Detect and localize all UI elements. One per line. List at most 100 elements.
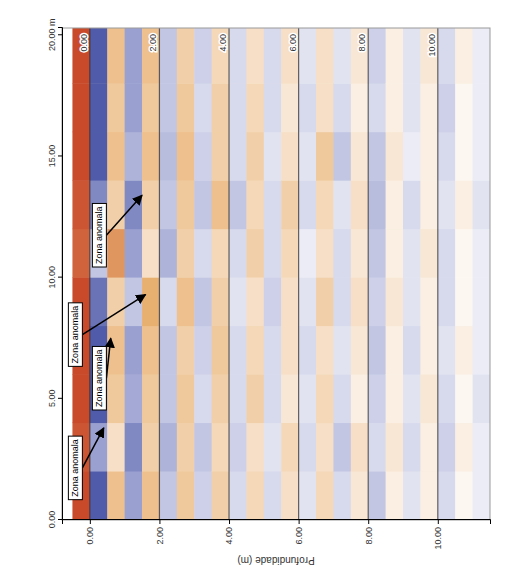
- annotation: Zona anomala: [92, 195, 142, 267]
- tick-mark: [58, 277, 62, 278]
- cell: [107, 277, 125, 326]
- cell: [107, 180, 125, 229]
- tick: 10.00: [433, 520, 443, 550]
- tick-mark: [229, 520, 230, 524]
- cell: [368, 28, 386, 84]
- cell: [333, 471, 351, 520]
- cell: [194, 83, 212, 132]
- cell: [438, 471, 456, 520]
- cell: [125, 374, 143, 423]
- cell: [281, 229, 299, 278]
- tick-label: 8.00: [364, 527, 374, 545]
- cell: [316, 326, 334, 375]
- cell: [212, 83, 230, 132]
- tick-label: 5.00: [47, 390, 57, 408]
- cell: [473, 180, 490, 229]
- cell: [351, 471, 369, 520]
- cell: [212, 132, 230, 181]
- grid-line: [368, 28, 369, 520]
- cell: [333, 180, 351, 229]
- cell: [455, 180, 473, 229]
- cell: [264, 423, 282, 472]
- tick-label: 10.00: [427, 34, 437, 57]
- tick-mark: [58, 398, 62, 399]
- cell: [264, 229, 282, 278]
- cell: [420, 423, 438, 472]
- cell: [177, 229, 195, 278]
- cell: [473, 229, 490, 278]
- cell: [455, 374, 473, 423]
- tick: 8.00: [364, 520, 374, 545]
- cell: [194, 180, 212, 229]
- cell: [316, 28, 334, 84]
- cell: [229, 28, 247, 84]
- tick-mark: [58, 34, 62, 35]
- cell: [281, 132, 299, 181]
- cell: [351, 277, 369, 326]
- cell: [90, 423, 108, 472]
- cell: [455, 229, 473, 278]
- cell: [264, 180, 282, 229]
- cell: [90, 471, 108, 520]
- annotation-box: [68, 436, 82, 500]
- cell: [159, 83, 177, 132]
- cell: [351, 326, 369, 375]
- cell: [246, 374, 264, 423]
- cell: [229, 180, 247, 229]
- cell: [177, 28, 195, 84]
- tick-label: 6.00: [288, 34, 298, 52]
- cell: [72, 132, 90, 181]
- cell: [212, 374, 230, 423]
- cell: [177, 423, 195, 472]
- annotation: Zona anomala: [68, 428, 103, 500]
- cell: [351, 374, 369, 423]
- rotated-frame: 0.005.0010.0015.0020.00 m0.002.004.006.0…: [47, 19, 491, 567]
- cell: [438, 423, 456, 472]
- tick-label: 0.00: [79, 34, 89, 52]
- cell: [386, 229, 404, 278]
- annotation-label: Zona anomala: [70, 439, 80, 497]
- cell: [403, 374, 421, 423]
- cell: [386, 374, 404, 423]
- annotation-box: [92, 203, 106, 267]
- cell: [299, 229, 317, 278]
- cell: [107, 28, 125, 84]
- tick-mark: [58, 519, 62, 520]
- tick-mark: [159, 520, 160, 524]
- cell: [194, 28, 212, 84]
- cell: [403, 326, 421, 375]
- cell: [107, 374, 125, 423]
- tick-label: 10.00: [433, 527, 443, 550]
- cell: [455, 277, 473, 326]
- cell: [455, 132, 473, 181]
- cell: [299, 132, 317, 181]
- cell: [107, 471, 125, 520]
- cell: [455, 28, 473, 84]
- inner-depth-labels: 0.002.004.006.008.0010.00: [79, 34, 437, 57]
- tick-mark: [299, 520, 300, 524]
- cell: [142, 83, 160, 132]
- cell: [333, 83, 351, 132]
- cell: [299, 83, 317, 132]
- cell: [368, 326, 386, 375]
- cell: [316, 180, 334, 229]
- cell: [438, 132, 456, 181]
- plot-frame: [62, 28, 490, 520]
- tick: 15.00: [47, 145, 62, 168]
- cell: [403, 28, 421, 84]
- cell: [264, 277, 282, 326]
- cell: [72, 83, 90, 132]
- cell: [438, 326, 456, 375]
- cell: [473, 374, 490, 423]
- cell: [212, 326, 230, 375]
- tick-label: 6.00: [294, 527, 304, 545]
- annotation-label: Zona anomala: [94, 206, 104, 264]
- annotation-box: [68, 303, 82, 367]
- cell: [177, 471, 195, 520]
- cell: [420, 277, 438, 326]
- cell: [420, 471, 438, 520]
- tick-label: 4.00: [224, 527, 234, 545]
- cell: [386, 423, 404, 472]
- annotation: Zona anomala: [68, 295, 145, 367]
- cell: [194, 229, 212, 278]
